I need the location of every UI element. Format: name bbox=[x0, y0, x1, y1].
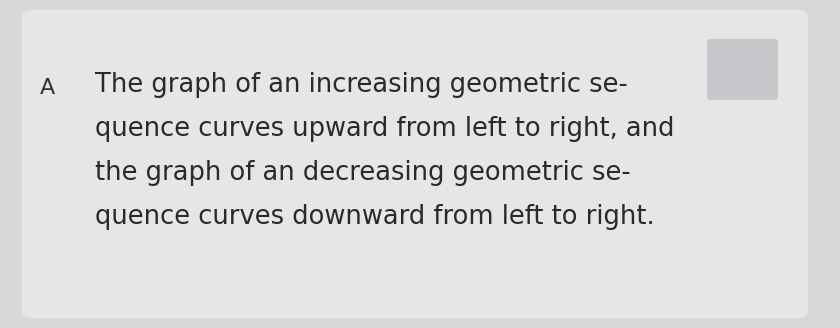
Text: quence curves downward from left to right.: quence curves downward from left to righ… bbox=[95, 204, 654, 230]
Text: the graph of an decreasing geometric se-: the graph of an decreasing geometric se- bbox=[95, 160, 631, 186]
FancyBboxPatch shape bbox=[22, 10, 808, 318]
Text: The graph of an increasing geometric se-: The graph of an increasing geometric se- bbox=[95, 72, 627, 98]
Text: A: A bbox=[40, 78, 55, 98]
FancyBboxPatch shape bbox=[707, 39, 778, 100]
Text: quence curves upward from left to right, and: quence curves upward from left to right,… bbox=[95, 116, 675, 142]
